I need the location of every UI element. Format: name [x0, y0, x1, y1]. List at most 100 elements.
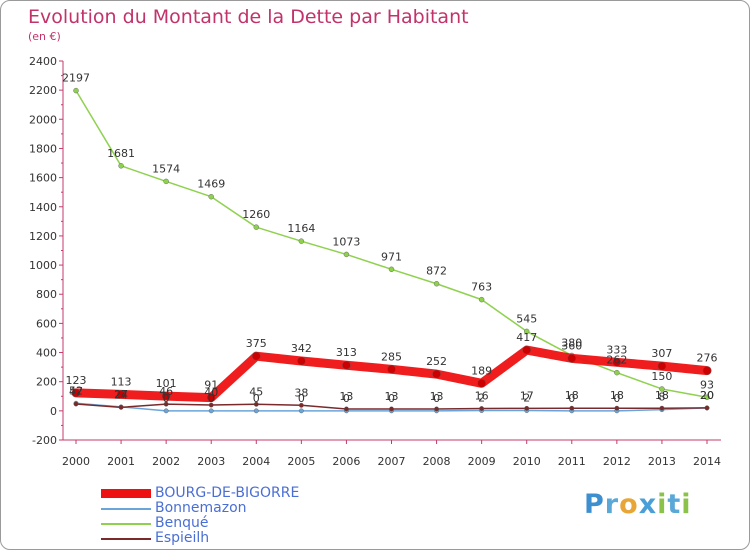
data-point-benqu- — [298, 238, 305, 244]
data-label-benqu-: 545 — [516, 312, 537, 325]
x-tick-label: 2011 — [558, 455, 586, 468]
data-point-espieilh — [344, 406, 349, 412]
y-tick-label: 1400 — [29, 201, 57, 214]
y-tick-label: 2200 — [29, 84, 57, 97]
data-label-benqu-: 262 — [606, 354, 627, 367]
data-label-bourg-de-bigorre: 113 — [111, 375, 132, 388]
legend-item-benqu-: Benqué — [101, 516, 299, 531]
data-label-bourg-de-bigorre: 375 — [246, 337, 267, 350]
data-point-benqu- — [433, 281, 440, 287]
data-label-espieilh: 17 — [520, 389, 534, 402]
data-label-bourg-de-bigorre: 189 — [471, 364, 492, 377]
data-point-espieilh — [253, 401, 259, 407]
x-tick-label: 2005 — [287, 455, 315, 468]
data-label-bonnemazon: 0 — [388, 392, 395, 405]
data-point-bonnemazon — [298, 408, 304, 414]
data-point-espieilh — [659, 405, 665, 411]
data-point-benqu- — [208, 194, 214, 200]
x-tick-label: 2008 — [423, 455, 451, 468]
chart-title: Evolution du Montant de la Dette par Hab… — [28, 6, 469, 28]
data-point-bourg-de-bigorre — [432, 369, 441, 379]
data-point-benqu- — [704, 394, 710, 400]
data-label-bonnemazon: 2 — [523, 392, 530, 405]
data-point-benqu- — [73, 87, 79, 94]
data-point-bourg-de-bigorre — [71, 388, 81, 398]
legend-label-bonnemazon: Bonnemazon — [155, 500, 247, 516]
data-label-bourg-de-bigorre: 91 — [204, 379, 218, 392]
data-point-espieilh — [298, 402, 304, 408]
data-point-espieilh — [569, 405, 575, 411]
x-tick-label: 2012 — [603, 455, 631, 468]
data-label-benqu-: 1260 — [242, 208, 270, 221]
data-point-espieilh — [118, 404, 124, 410]
data-label-benqu-: 2197 — [62, 72, 90, 85]
data-label-bourg-de-bigorre: 101 — [156, 377, 177, 390]
data-point-benqu- — [478, 296, 485, 303]
x-tick-label: 2002 — [152, 455, 180, 468]
data-point-espieilh — [524, 405, 530, 411]
data-label-bourg-de-bigorre: 313 — [336, 346, 357, 359]
data-point-bourg-de-bigorre — [567, 354, 576, 363]
data-label-bourg-de-bigorre: 285 — [381, 350, 402, 363]
y-tick-label: -200 — [32, 434, 57, 447]
y-tick-label: 2400 — [29, 55, 57, 68]
x-tick-label: 2003 — [197, 455, 225, 468]
data-label-espieilh: 16 — [475, 390, 489, 403]
data-point-bonnemazon — [163, 408, 169, 414]
data-label-benqu-: 1469 — [197, 178, 225, 191]
data-label-bourg-de-bigorre: 333 — [606, 343, 627, 356]
legend-swatch-benqu- — [101, 522, 151, 525]
data-point-espieilh — [389, 406, 394, 412]
data-label-bourg-de-bigorre: 252 — [426, 355, 447, 368]
data-label-espieilh: 20 — [700, 389, 714, 402]
y-tick-label: 1600 — [29, 172, 57, 185]
data-label-espieilh: 13 — [339, 390, 353, 403]
data-point-benqu- — [659, 386, 665, 392]
legend-swatch-bourg-de-bigorre — [101, 489, 151, 498]
data-label-bonnemazon: 20 — [700, 389, 714, 402]
x-tick-label: 2000 — [62, 455, 90, 468]
chart-legend: BOURG-DE-BIGORRE Bonnemazon Benqué Espieilh — [101, 486, 299, 546]
data-point-bonnemazon — [208, 408, 214, 414]
data-label-benqu-: 1164 — [287, 222, 315, 235]
data-point-bourg-de-bigorre — [342, 361, 351, 370]
data-label-benqu-: 93 — [700, 378, 714, 391]
data-label-bonnemazon: 0 — [433, 392, 440, 405]
y-tick-label: 2000 — [29, 113, 57, 126]
data-label-espieilh: 40 — [204, 386, 218, 399]
data-label-espieilh: 18 — [565, 389, 579, 402]
data-point-bonnemazon — [253, 408, 259, 414]
data-label-espieilh: 46 — [159, 385, 173, 398]
legend-label-bourg-de-bigorre: BOURG-DE-BIGORRE — [155, 485, 300, 501]
data-point-espieilh — [479, 406, 485, 411]
x-tick-label: 2014 — [693, 455, 721, 468]
x-tick-label: 2006 — [332, 455, 360, 468]
data-point-espieilh — [614, 405, 620, 411]
data-point-bourg-de-bigorre — [522, 345, 531, 355]
data-point-benqu- — [343, 251, 350, 258]
data-label-benqu-: 1681 — [107, 147, 135, 160]
data-label-espieilh: 13 — [430, 390, 444, 403]
data-label-benqu-: 763 — [471, 281, 492, 294]
data-point-bourg-de-bigorre — [207, 393, 216, 402]
data-point-benqu- — [388, 266, 395, 273]
x-tick-label: 2009 — [468, 455, 496, 468]
data-point-bourg-de-bigorre — [161, 391, 171, 401]
legend-label-espieilh: Espieilh — [155, 530, 210, 546]
data-point-bourg-de-bigorre — [252, 351, 261, 361]
data-label-bourg-de-bigorre: 123 — [66, 374, 87, 387]
data-label-bourg-de-bigorre: 342 — [291, 342, 312, 355]
data-point-espieilh — [163, 401, 169, 407]
data-point-benqu- — [253, 224, 259, 230]
data-label-bonnemazon: 0 — [208, 392, 215, 405]
legend-item-espieilh: Espieilh — [101, 531, 299, 546]
data-label-espieilh: 45 — [249, 385, 263, 398]
data-label-bonnemazon: 27 — [114, 388, 128, 401]
x-tick-label: 2010 — [513, 455, 541, 468]
x-tick-label: 2004 — [242, 455, 270, 468]
data-label-bonnemazon: 0 — [298, 392, 305, 405]
data-point-espieilh — [704, 405, 710, 411]
data-label-bonnemazon: 2 — [478, 392, 485, 405]
data-label-bonnemazon: 0 — [613, 392, 620, 405]
